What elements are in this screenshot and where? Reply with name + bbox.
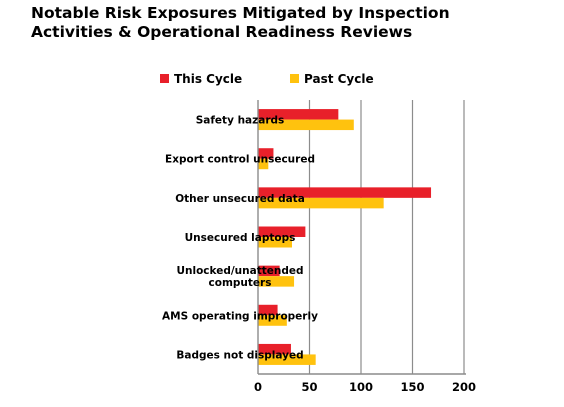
chart-title-line-2: Activities & Operational Readiness Revie…	[31, 23, 413, 41]
category-label: computers	[209, 277, 272, 289]
axes	[257, 100, 466, 375]
tick-labels: 0 50 100 150 200	[254, 380, 476, 394]
category-label: AMS operating improperly	[162, 310, 318, 322]
category-label: Unsecured laptops	[185, 232, 296, 244]
bar-past-cycle	[258, 197, 384, 209]
x-tick-label: 0	[254, 380, 262, 394]
legend-swatch-past-cycle	[290, 74, 299, 83]
x-tick-label: 200	[452, 380, 476, 394]
bar-past-cycle	[258, 315, 287, 326]
category-label: Export control unsecured	[165, 154, 315, 166]
gridlines	[308, 100, 465, 374]
category-labels: Safety hazards Export control unsecured Ot…	[162, 115, 318, 362]
bar-this-cycle	[258, 187, 432, 198]
chart-title: Notable Risk Exposures Mitigated by Insp…	[31, 4, 551, 42]
category-label: Safety hazards	[196, 115, 285, 127]
bar-this-cycle	[258, 148, 274, 159]
category-label: Unlocked/unattended	[176, 265, 303, 277]
bar-past-cycle	[258, 158, 269, 170]
x-tick-label: 50	[301, 380, 317, 394]
bar-past-cycle	[258, 237, 292, 248]
bar-past-cycle	[258, 119, 354, 131]
bar-this-cycle	[258, 304, 278, 316]
bar-this-cycle	[258, 226, 306, 237]
bar-past-cycle	[258, 354, 316, 365]
bars	[258, 109, 432, 365]
legend: This Cycle Past Cycle	[160, 72, 374, 86]
bar-this-cycle	[258, 265, 280, 277]
legend-label-this-cycle: This Cycle	[174, 72, 242, 86]
legend-swatch-this-cycle	[160, 74, 169, 83]
chart-title-line-1: Notable Risk Exposures Mitigated by Insp…	[31, 4, 450, 22]
legend-label-past-cycle: Past Cycle	[304, 72, 374, 86]
bar-this-cycle	[258, 343, 291, 355]
bar-past-cycle	[258, 276, 295, 287]
category-label: Other unsecured data	[175, 193, 305, 205]
category-label: Badges not displayed	[176, 349, 303, 361]
bar-this-cycle	[258, 109, 339, 120]
x-tick-label: 100	[349, 380, 373, 394]
x-tick-label: 150	[400, 380, 424, 394]
